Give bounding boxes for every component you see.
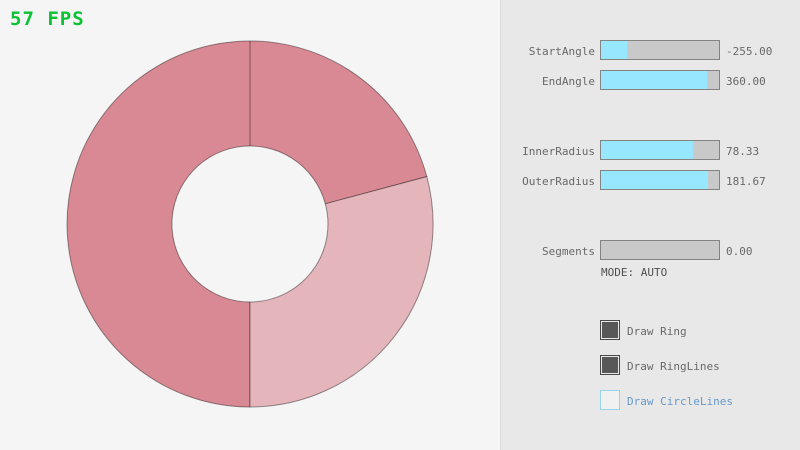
end-angle-value: 360.00 <box>726 75 766 88</box>
inner-radius-slider-fill <box>601 141 694 159</box>
check-row-draw-ring: Draw Ring <box>600 320 800 340</box>
check-row-draw-ringlines: Draw RingLines <box>600 355 800 375</box>
inner-radius-label: InnerRadius <box>522 145 595 158</box>
slider-row-inner-radius: InnerRadius 78.33 <box>501 140 800 160</box>
outer-radius-label: OuterRadius <box>522 175 595 188</box>
end-angle-slider[interactable] <box>600 70 720 90</box>
outer-radius-slider[interactable] <box>600 170 720 190</box>
segments-label: Segments <box>542 245 595 258</box>
draw-circlelines-label: Draw CircleLines <box>627 395 733 408</box>
ring-sector-double-coverage <box>66 40 428 408</box>
ring-canvas <box>66 40 434 408</box>
outer-radius-value: 181.67 <box>726 175 766 188</box>
slider-row-start-angle: StartAngle -255.00 <box>501 40 800 60</box>
start-angle-label: StartAngle <box>528 45 595 58</box>
start-angle-value: -255.00 <box>726 45 773 58</box>
slider-row-outer-radius: OuterRadius 181.67 <box>501 170 800 190</box>
segments-mode-label: MODE: AUTO <box>601 266 668 279</box>
end-angle-slider-fill <box>601 71 708 89</box>
draw-ringlines-checkbox[interactable] <box>600 355 620 375</box>
slider-row-end-angle: EndAngle 360.00 <box>501 70 800 90</box>
draw-ringlines-label: Draw RingLines <box>627 360 720 373</box>
segments-value: 0.00 <box>726 245 753 258</box>
segments-slider[interactable] <box>600 240 720 260</box>
inner-radius-slider[interactable] <box>600 140 720 160</box>
ring-sector-single-coverage <box>249 175 434 408</box>
outer-radius-slider-fill <box>601 171 709 189</box>
end-angle-label: EndAngle <box>542 75 595 88</box>
controls-panel: StartAngle -255.00 EndAngle 360.00 Inner… <box>500 0 800 450</box>
slider-row-segments: Segments 0.00 <box>501 240 800 260</box>
draw-ring-checkbox[interactable] <box>600 320 620 340</box>
draw-ring-label: Draw Ring <box>627 325 687 338</box>
start-angle-slider[interactable] <box>600 40 720 60</box>
start-angle-slider-fill <box>601 41 627 59</box>
check-row-draw-circlelines: Draw CircleLines <box>600 390 800 410</box>
inner-radius-value: 78.33 <box>726 145 760 158</box>
fps-counter: 57 FPS <box>10 8 85 30</box>
draw-circlelines-checkbox[interactable] <box>600 390 620 410</box>
